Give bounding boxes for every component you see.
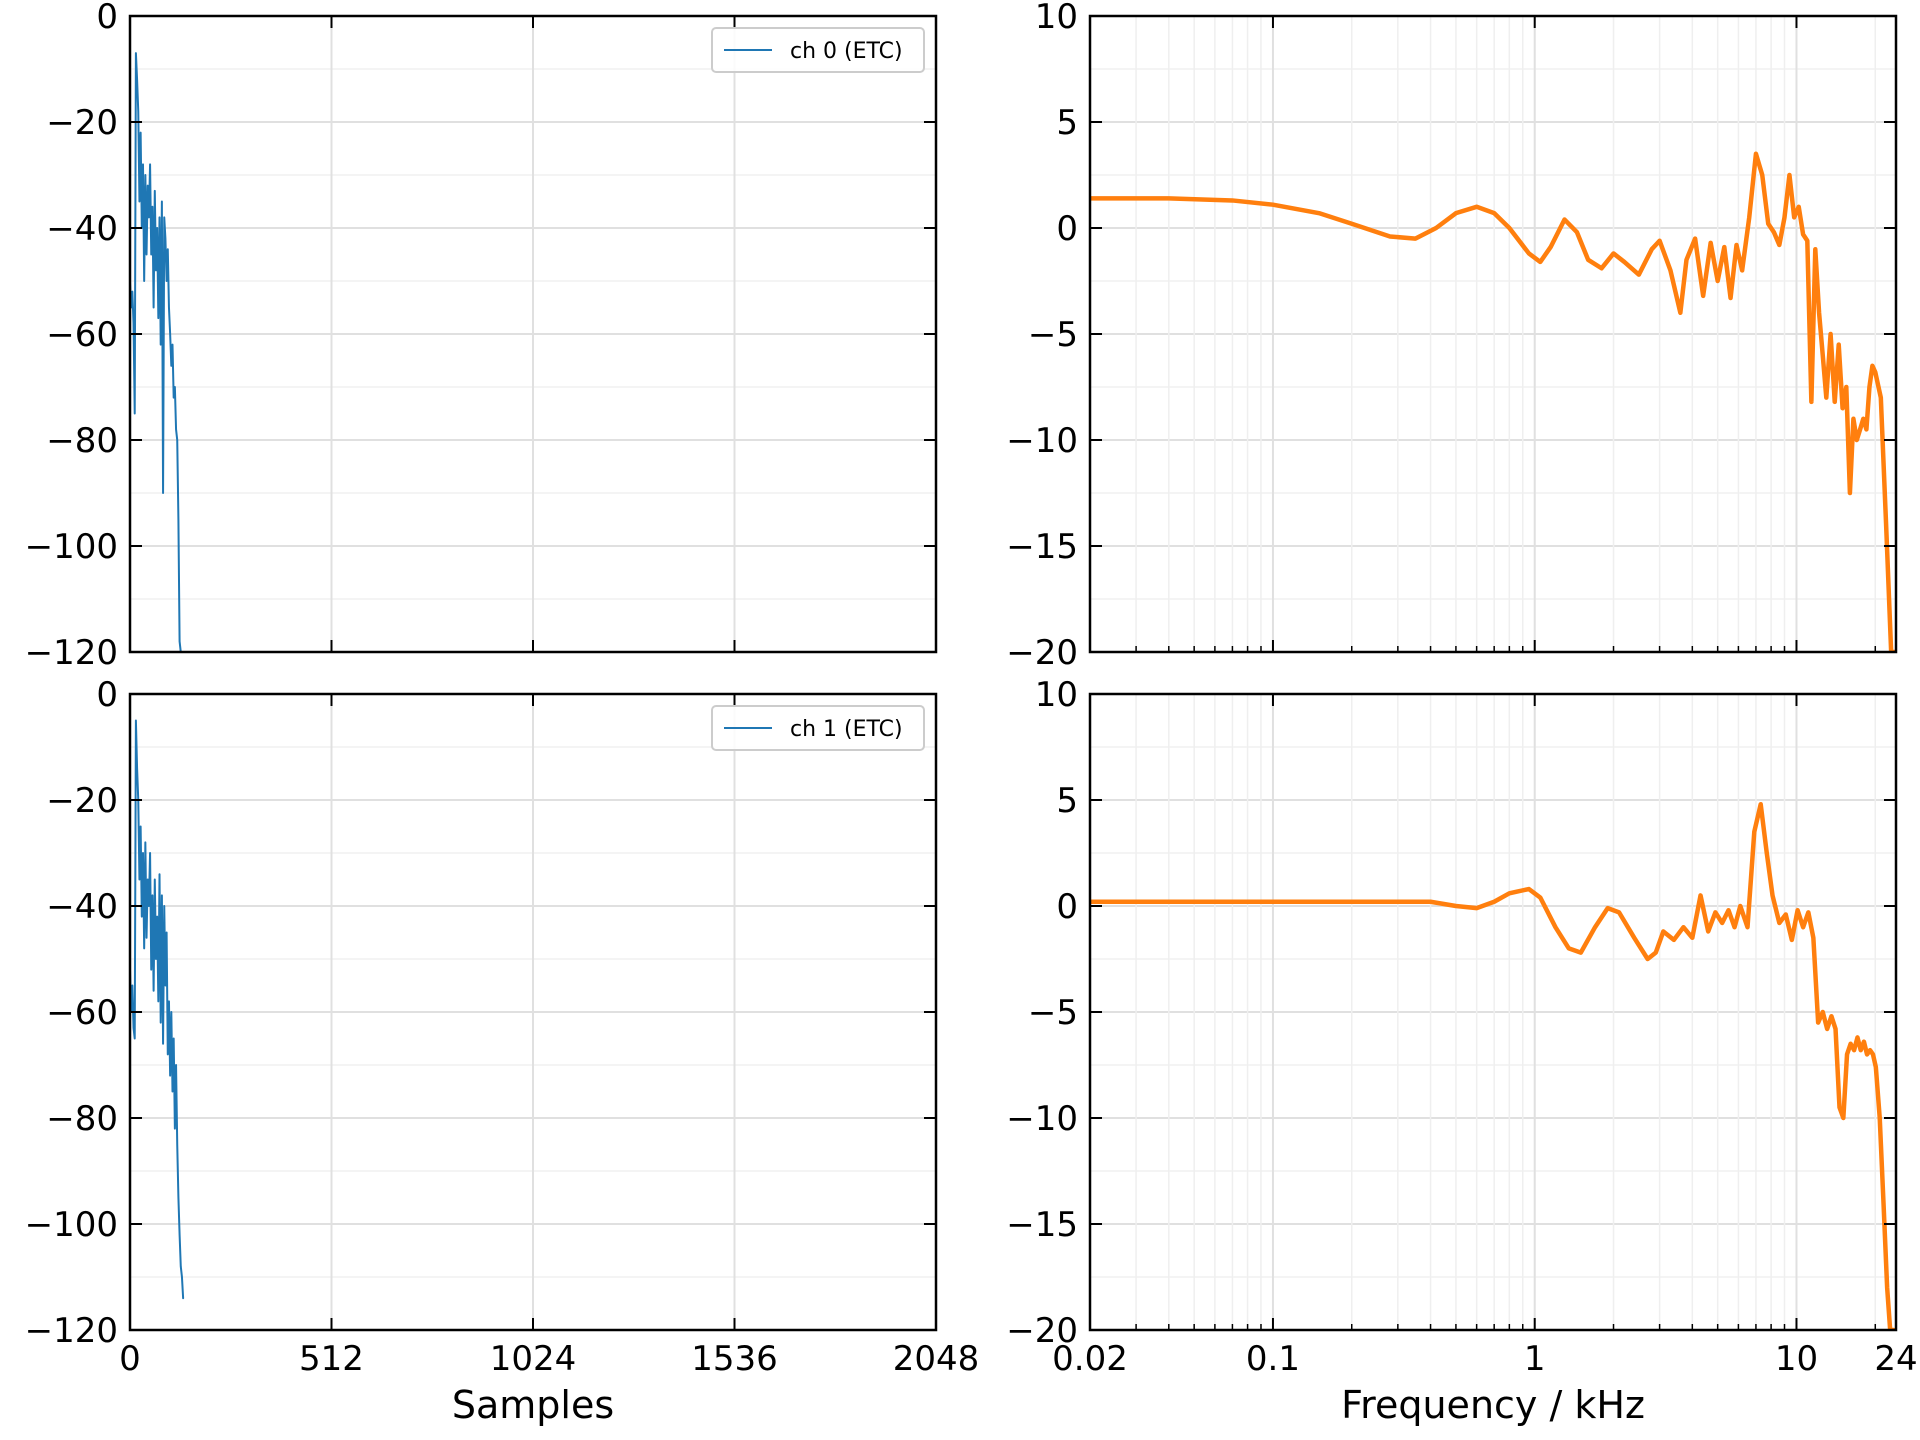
x-tick-label: 10	[1775, 1339, 1818, 1379]
y-tick-label: −40	[46, 209, 118, 249]
y-tick-label: −20	[1006, 1311, 1078, 1351]
y-tick-label: −100	[25, 527, 118, 567]
series-line-freq-ch0-0	[1090, 151, 1896, 652]
y-tick-label: −60	[46, 315, 118, 355]
y-tick-label: −100	[25, 1205, 118, 1245]
y-tick-label: −20	[46, 103, 118, 143]
y-tick-label: 10	[1035, 675, 1078, 715]
y-tick-label: −20	[46, 781, 118, 821]
y-tick-label: −5	[1028, 315, 1078, 355]
legend-box	[711, 705, 925, 751]
y-tick-label: −15	[1006, 1205, 1078, 1245]
y-tick-label: −15	[1006, 527, 1078, 567]
x-axis-title: Frequency / kHz	[1341, 1383, 1645, 1427]
x-tick-label: 0.02	[1052, 1339, 1128, 1379]
y-tick-label: −120	[25, 633, 118, 673]
legend-box	[711, 27, 925, 73]
legend: ch 1 (ETC)	[711, 705, 925, 751]
x-tick-label: 1	[1524, 1339, 1546, 1379]
y-tick-label: 0	[1056, 887, 1078, 927]
y-tick-label: 0	[1056, 209, 1078, 249]
series-line-etc-ch1-0	[130, 719, 185, 1300]
legend: ch 0 (ETC)	[711, 27, 925, 73]
x-tick-label: 1024	[490, 1339, 577, 1379]
y-tick-label: −5	[1028, 993, 1078, 1033]
legend-entry: ch 0 (ETC)	[790, 39, 903, 64]
chart-etc-ch0: 0 −20 −40 −60 −80 −100 −120 ch 0 (ETC)	[25, 0, 938, 673]
x-tick-label: 512	[299, 1339, 364, 1379]
x-tick-label: 1536	[691, 1339, 778, 1379]
grid-freq-ch0	[1089, 15, 1897, 653]
grid-freq-ch1	[1089, 693, 1897, 1331]
y-tick-label: −120	[25, 1311, 118, 1351]
legend-entry: ch 1 (ETC)	[790, 717, 903, 742]
series-line-freq-ch1-0	[1090, 801, 1896, 1330]
y-tick-label: −60	[46, 993, 118, 1033]
x-tick-label: 2048	[893, 1339, 980, 1379]
series-line-etc-ch0-0	[130, 52, 185, 652]
y-tick-label: −80	[46, 1099, 118, 1139]
x-tick-label: 24	[1874, 1339, 1917, 1379]
y-tick-label: 10	[1035, 0, 1078, 37]
y-tick-label: 0	[96, 0, 118, 37]
y-tick-label: 5	[1056, 103, 1078, 143]
y-tick-label: −80	[46, 421, 118, 461]
y-tick-label: −40	[46, 887, 118, 927]
y-tick-label: 5	[1056, 781, 1078, 821]
chart-freq-ch0: 10 5 0 −5 −10 −15 −20	[1006, 0, 1898, 673]
x-axis-title: Samples	[452, 1383, 614, 1427]
x-tick-label: 0	[119, 1339, 141, 1379]
y-tick-label: 0	[96, 675, 118, 715]
x-tick-label: 0.1	[1246, 1339, 1300, 1379]
grid-etc-ch0	[129, 15, 937, 653]
y-tick-label: −20	[1006, 633, 1078, 673]
y-tick-label: −10	[1006, 1099, 1078, 1139]
y-tick-label: −10	[1006, 421, 1078, 461]
chart-freq-ch1: 10 5 0 −5 −10 −15 −200.02 0.1 1 10 24 Frequency / k…	[1006, 675, 1917, 1427]
grid-etc-ch1	[129, 693, 937, 1331]
